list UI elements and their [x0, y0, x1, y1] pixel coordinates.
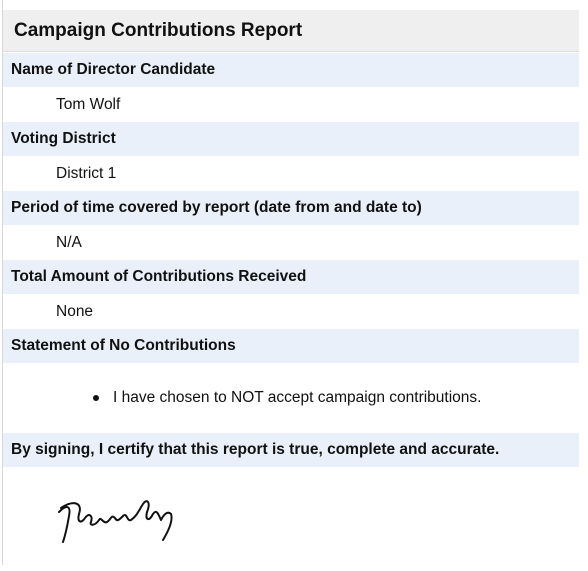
field-value: None: [56, 303, 94, 320]
field-label: By signing, I certify that this report i…: [3, 433, 579, 467]
bullet-item: I have chosen to NOT accept campaign con…: [93, 387, 481, 409]
field-label: Voting District: [3, 122, 579, 156]
bullet-text: I have chosen to NOT accept campaign con…: [113, 389, 482, 406]
field-label: Statement of No Contributions: [3, 329, 579, 363]
bullet: [93, 394, 99, 401]
report-title: Campaign Contributions Report: [3, 10, 579, 52]
field-value: District 1: [56, 165, 117, 182]
field-value: Tom Wolf: [56, 96, 121, 113]
signature-stroke: [58, 500, 173, 543]
signature: [58, 500, 173, 543]
field-label: Total Amount of Contributions Received: [3, 260, 579, 294]
field-label: Name of Director Candidate: [3, 53, 579, 87]
report: Campaign Contributions Report Name of Di…: [2, 0, 581, 565]
field-value: N/A: [56, 234, 82, 251]
field-label: Period of time covered by report (date f…: [3, 191, 579, 225]
